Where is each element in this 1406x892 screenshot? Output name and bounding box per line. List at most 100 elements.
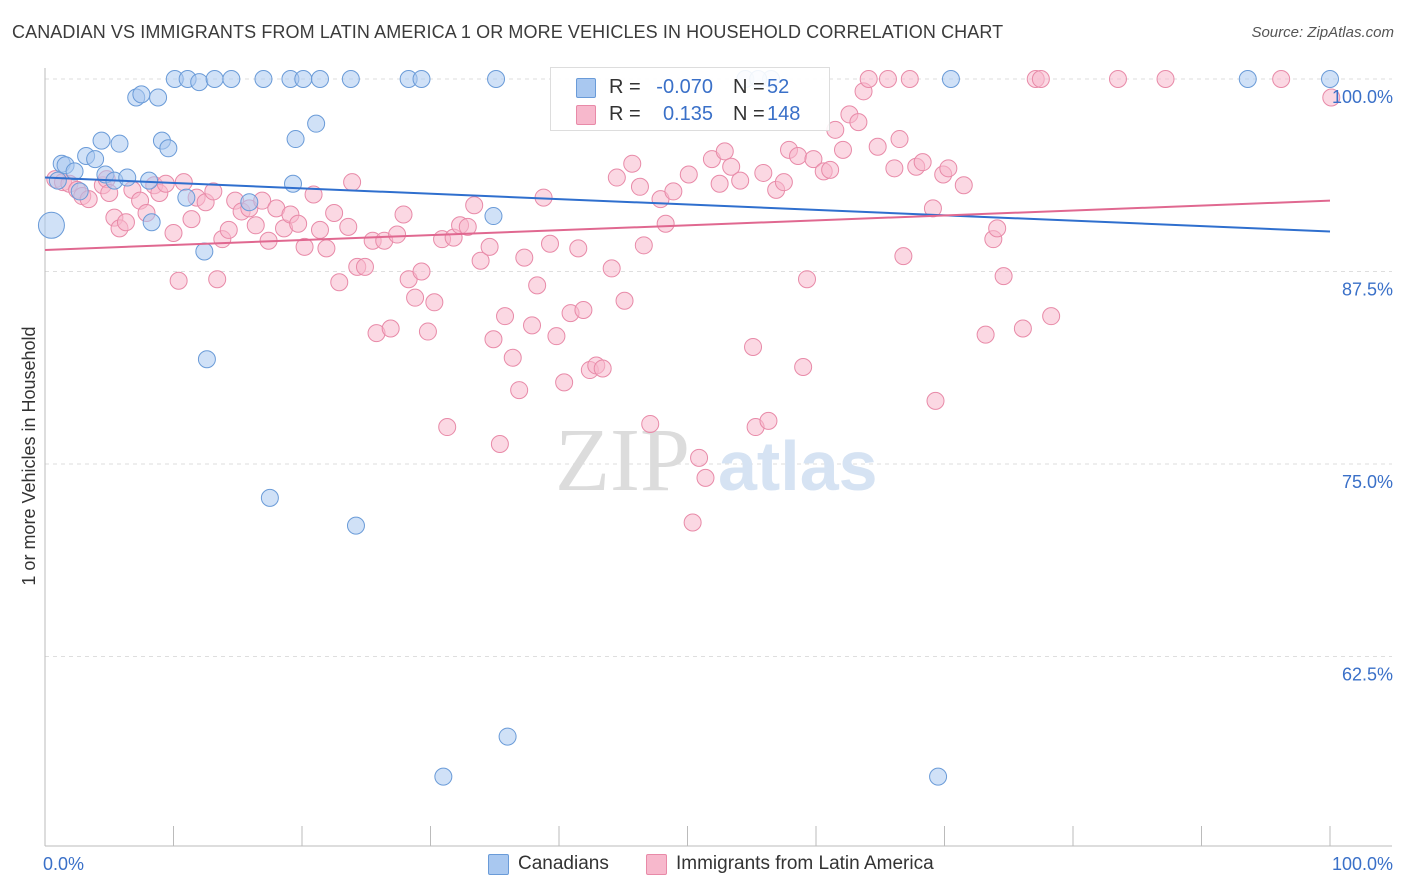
canadians-point [1238, 70, 1257, 88]
canadians-point [240, 193, 259, 212]
immigrants-point [913, 153, 932, 172]
immigrants-point [425, 293, 444, 312]
immigrants-point [381, 319, 400, 338]
canadians-point [412, 70, 431, 88]
immigrants-point [774, 173, 793, 192]
immigrants-point [715, 142, 734, 161]
chart-title: CANADIAN VS IMMIGRANTS FROM LATIN AMERIC… [12, 22, 1004, 42]
source-credit: Source: ZipAtlas.com [1251, 24, 1394, 41]
series-canadians-points [37, 70, 1339, 786]
n-value: 148 [767, 103, 801, 125]
immigrants-point [480, 237, 499, 256]
immigrants-point [182, 210, 201, 229]
canadians-point [86, 150, 105, 169]
immigrants-point [569, 239, 588, 258]
immigrants-point [295, 237, 314, 256]
immigrants-point [528, 276, 547, 295]
r-value: -0.070 [656, 76, 713, 98]
immigrants-point [574, 301, 593, 319]
canadians-point [260, 488, 279, 507]
immigrants-point [731, 171, 750, 190]
immigrants-point [310, 220, 329, 239]
canadians-point [142, 213, 161, 232]
immigrants-point [406, 288, 425, 307]
canadians-point [346, 516, 365, 535]
immigrants-point [1156, 70, 1175, 88]
canadians-point [37, 211, 65, 239]
immigrants-point [339, 217, 358, 236]
immigrants-point [798, 270, 817, 289]
immigrants-point [976, 325, 995, 344]
immigrants-point [683, 513, 702, 532]
canadians-point [92, 131, 111, 150]
immigrants-point [722, 157, 741, 176]
canadians-point [294, 70, 313, 88]
immigrants-point [926, 391, 945, 410]
immigrants-point [630, 177, 649, 196]
immigrants-point [465, 196, 484, 215]
immigrants-point [289, 214, 308, 233]
canadians-point [498, 727, 517, 746]
immigrants-point [541, 234, 560, 253]
immigrants-point [954, 176, 973, 195]
legend-swatch-immigrants [646, 854, 667, 875]
canadians-point [341, 70, 360, 88]
immigrants-point [1042, 307, 1061, 326]
immigrants-point [754, 163, 773, 182]
correlation-legend: R = -0.070 N = 52 R = 0.135 N = 148 [550, 67, 830, 131]
watermark-zip: ZIP [555, 411, 690, 510]
immigrants-point [555, 373, 574, 392]
canadians-point [110, 134, 129, 153]
trend-lines [44, 176, 1331, 251]
canadians-point [70, 182, 89, 201]
immigrants-point [394, 205, 413, 224]
canadians-point [149, 88, 168, 107]
canadians-point [65, 162, 84, 181]
canadians-point [307, 114, 326, 133]
immigrants-point [794, 357, 813, 376]
watermark: ZIP atlas [555, 411, 878, 510]
immigrants-point [849, 113, 868, 132]
immigrants-point [878, 70, 897, 88]
canadians-point [929, 767, 948, 786]
canadians-point [205, 70, 224, 88]
legend-swatch-immigrants [576, 105, 596, 125]
legend-label: Canadians [518, 853, 609, 874]
x-tick-label: 0.0% [43, 854, 84, 874]
canadians-point [190, 73, 209, 92]
legend-row-canadians: R = -0.070 N = 52 [551, 74, 829, 101]
canadians-point [254, 70, 273, 88]
immigrants-point [246, 216, 265, 235]
canadians-point [118, 168, 137, 187]
immigrants-point [317, 239, 336, 258]
series-immigrants-points [46, 70, 1341, 532]
canadians-point [487, 70, 506, 88]
canadians-point [484, 207, 503, 226]
immigrants-point [894, 247, 913, 266]
y-tick-label: 75.0% [1342, 472, 1393, 492]
immigrants-point [656, 214, 675, 233]
r-label: R = [609, 103, 641, 125]
immigrants-point [994, 267, 1013, 286]
immigrants-point [1013, 319, 1032, 338]
n-label: N = [733, 103, 765, 125]
watermark-atlas: atlas [718, 427, 878, 505]
immigrants-point [523, 316, 542, 335]
gridlines [45, 78, 1392, 657]
immigrants-point [208, 270, 227, 289]
immigrants-point [1322, 88, 1341, 107]
immigrants-point [868, 137, 887, 156]
immigrants-point [602, 259, 621, 278]
y-tick-label: 87.5% [1342, 280, 1393, 300]
canadians-point [197, 350, 216, 369]
immigrants-point [593, 359, 612, 378]
canadians-point [132, 85, 151, 104]
immigrants-point [388, 225, 407, 244]
y-tick-label: 62.5% [1342, 665, 1393, 685]
immigrants-point [490, 434, 509, 453]
legend-swatch-canadians [488, 854, 509, 875]
y-axis-label: 1 or more Vehicles in Household [19, 326, 39, 585]
immigrants-point [496, 307, 515, 326]
immigrants-point [679, 165, 698, 184]
canadians-point [1321, 70, 1339, 88]
